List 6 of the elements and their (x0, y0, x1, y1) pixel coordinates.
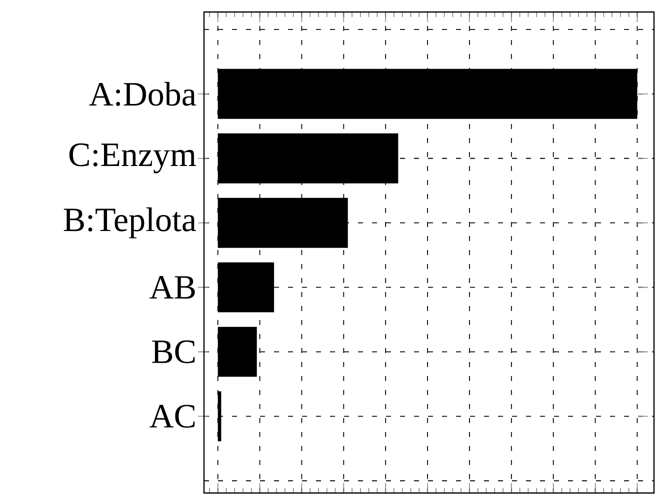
y-tick-label: AC (150, 404, 195, 428)
y-tick-label: A:Doba (89, 82, 196, 106)
y-tick-label: B:Teplota (64, 207, 196, 238)
y-tick-label: C:Enzym (69, 143, 196, 174)
y-tick-label: AB (150, 276, 195, 299)
y-tick-label: BC (152, 340, 195, 364)
